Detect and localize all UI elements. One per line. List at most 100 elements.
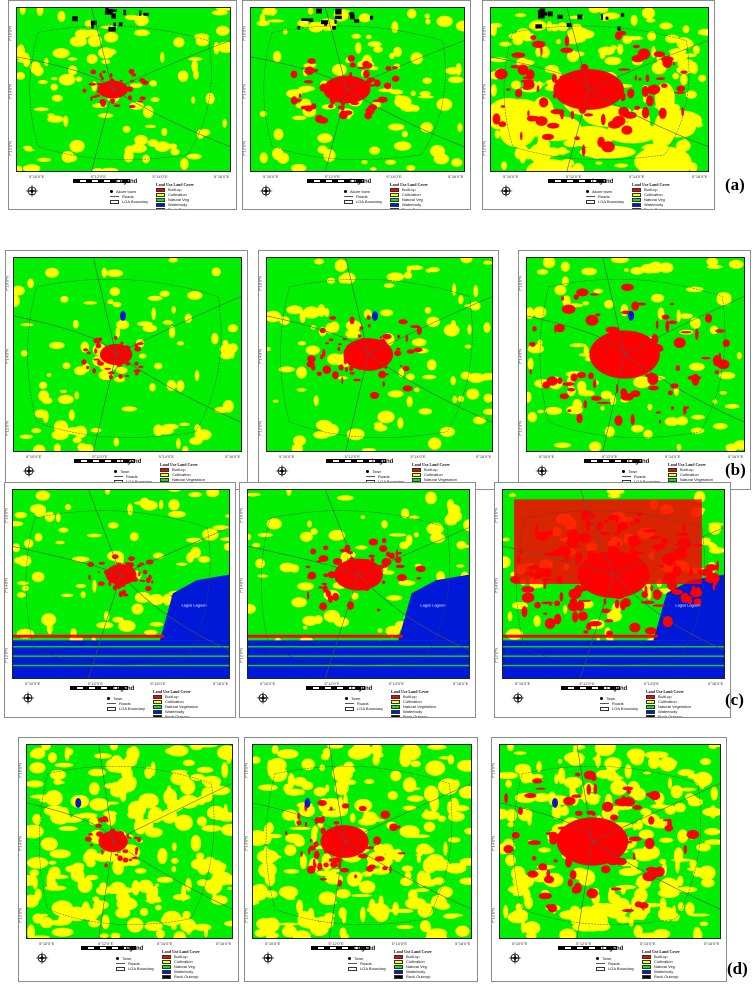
built-up-patch	[138, 571, 141, 577]
cultivation-patch	[537, 409, 544, 414]
built-up-patch	[559, 393, 569, 400]
lulc-legend-title: Land Use Land Cover	[632, 182, 670, 187]
barrier-strip	[503, 655, 724, 657]
cultivation-patch	[701, 878, 715, 888]
rock-outcrop	[334, 15, 342, 20]
cultivation-patch	[507, 745, 514, 752]
built-up-patch	[92, 368, 97, 374]
built-up-patch	[717, 359, 730, 370]
cultivation-patch	[67, 57, 78, 61]
built-up-patch	[705, 564, 718, 571]
road	[613, 574, 724, 651]
cultivation-patch	[50, 83, 58, 91]
built-up-patch	[623, 111, 637, 119]
cultivation-patch	[158, 499, 164, 510]
cultivation-patch	[380, 309, 394, 317]
built-up-patch	[676, 85, 686, 92]
class-label: Natural Vegetation	[658, 704, 691, 709]
cultivation-patch	[605, 767, 616, 776]
legend-item-label: Akure town	[592, 189, 613, 194]
latitude-tick: 7°14'0"N	[258, 348, 263, 364]
cultivation-patch	[609, 394, 617, 406]
cultivation-patch	[48, 860, 57, 865]
cultivation-patch	[173, 37, 185, 48]
class-label: Natural Vegetation	[424, 477, 457, 482]
cultivation-patch	[168, 490, 181, 492]
cultivation-patch	[554, 442, 572, 448]
cultivation-patch	[387, 390, 404, 398]
cultivation-patch	[672, 72, 680, 80]
cultivation-patch	[500, 771, 519, 780]
lga-boundary	[265, 766, 453, 925]
cultivation-patch	[419, 920, 431, 933]
cultivation-patch	[105, 758, 122, 773]
lulc-legend-item: Rock Outcrop	[394, 974, 430, 979]
lulc-legend-item: Waterbody	[390, 202, 421, 207]
longitude-tick: 5°16'0"E	[476, 454, 492, 459]
longitude-tick: 5°12'0"E	[324, 681, 340, 686]
rock-outcrop	[332, 26, 337, 30]
road	[267, 315, 369, 355]
cultivation-patch	[106, 269, 124, 277]
latitude-tick: 7°16'0"N	[258, 275, 263, 292]
cultivation-patch	[319, 764, 325, 772]
cultivation-patch	[456, 564, 465, 568]
longitude-tick: 5°14'0"E	[665, 454, 681, 459]
cultivation-patch	[413, 532, 419, 538]
built-up-patch	[117, 833, 122, 838]
built-up-patch	[531, 856, 537, 861]
rock-outcrop	[324, 22, 328, 26]
cultivation-patch	[107, 522, 119, 529]
cultivation-patch	[112, 859, 125, 876]
cultivation-patch	[211, 873, 230, 886]
legend-item: Town	[596, 956, 611, 961]
built-up-patch	[562, 828, 569, 838]
built-up-patch	[503, 844, 514, 854]
latitude-tick: 7°14'0"N	[491, 835, 496, 851]
built-up-patch	[97, 581, 105, 586]
cultivation-patch	[377, 410, 395, 424]
cultivation-patch	[631, 424, 644, 433]
cultivation-patch	[107, 299, 114, 305]
legend-item-label: LGA Boundary	[598, 199, 625, 204]
land-cover-map	[526, 257, 745, 452]
built-up-patch	[591, 847, 599, 850]
built-up-patch	[405, 334, 409, 343]
class-swatch	[156, 187, 165, 192]
class-swatch	[632, 197, 641, 202]
built-up-patch	[655, 320, 659, 330]
latitude-tick: 7°14'0"N	[8, 83, 13, 99]
cultivation-patch	[603, 745, 616, 755]
built-up-patch	[317, 862, 323, 871]
built-up-patch	[81, 359, 87, 365]
cultivation-patch	[166, 380, 177, 391]
north-arrow-icon	[535, 464, 549, 478]
cultivation-patch	[351, 33, 362, 39]
built-up-patch	[628, 836, 642, 842]
north-arrow-icon	[25, 184, 39, 198]
built-up-patch	[618, 68, 631, 71]
built-up-patch	[343, 846, 347, 853]
land-cover-map	[13, 257, 242, 452]
cultivation-patch	[212, 525, 229, 531]
cultivation-patch	[699, 921, 709, 926]
subfigure-label: (b)	[725, 460, 746, 479]
class-swatch	[160, 472, 169, 477]
lulc-legend-item: Natural Vegetation	[391, 704, 436, 709]
cultivation-patch	[327, 745, 344, 749]
cultivation-patch	[168, 510, 186, 518]
cultivation-patch	[385, 625, 401, 636]
built-up-patch	[673, 337, 686, 349]
cultivation-patch	[403, 271, 413, 279]
class-swatch	[632, 187, 641, 192]
cultivation-patch	[491, 57, 508, 63]
road	[248, 546, 359, 575]
cultivation-patch	[253, 756, 261, 764]
lulc-legend-item: Cultivation	[632, 192, 663, 197]
built-up-patch	[365, 367, 371, 370]
built-up-patch	[119, 79, 123, 82]
built-up-patch	[515, 88, 523, 98]
lulc-legend-item: Cultivation	[153, 699, 184, 704]
cultivation-patch	[648, 756, 661, 769]
built-up-patch	[511, 831, 520, 839]
